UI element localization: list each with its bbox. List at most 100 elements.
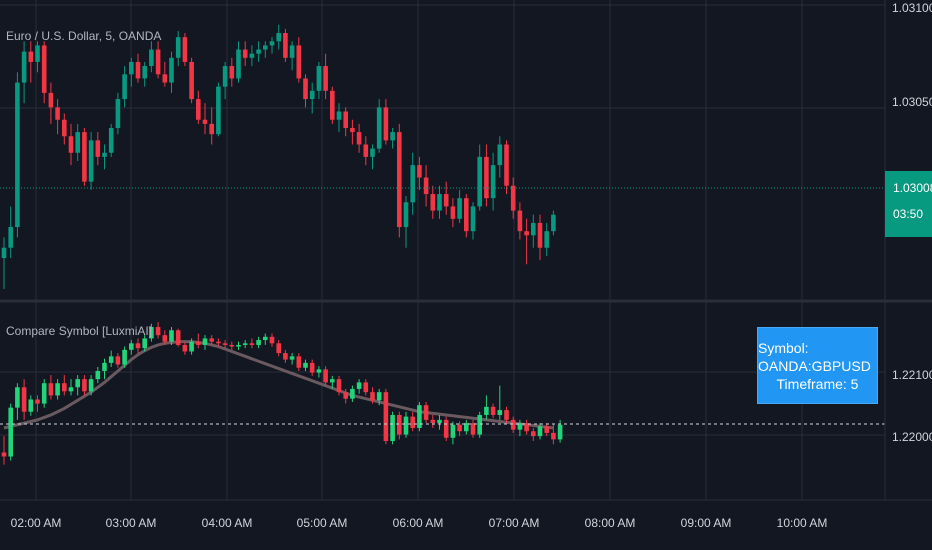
candle-body <box>276 343 281 354</box>
candle-body <box>437 419 442 424</box>
candle-body <box>370 148 375 157</box>
price-badge: 1.03008 03:50 <box>885 171 932 237</box>
candle-body <box>162 74 168 83</box>
candle-body <box>390 414 395 442</box>
candle-body <box>490 406 496 415</box>
candle-body <box>263 336 268 341</box>
candle-body <box>28 399 34 412</box>
candle-body <box>256 49 261 54</box>
candle-body <box>142 338 147 349</box>
timeframe-label: Timeframe: 5 <box>776 375 859 392</box>
candle-body <box>122 74 127 100</box>
candle-body <box>129 61 134 75</box>
main-pane-title[interactable]: Euro / U.S. Dollar, 5, OANDA <box>6 29 161 43</box>
price-axis[interactable]: 1.03100 1.03050 1.22100 1.22000 <box>892 1 932 444</box>
candle-body <box>88 379 94 392</box>
candle-body <box>269 336 275 344</box>
candle-body <box>189 341 194 352</box>
candle-body <box>269 41 275 46</box>
candle-body <box>356 132 362 145</box>
candle-body <box>289 45 295 58</box>
grid <box>0 0 885 500</box>
candle-body <box>28 51 34 62</box>
candle-body <box>457 424 462 432</box>
candle-body <box>175 37 181 58</box>
candle-body <box>15 387 20 408</box>
candle-body <box>510 419 516 430</box>
candle-body <box>256 340 261 345</box>
x-tick-label: 09:00 AM <box>681 516 732 530</box>
candle-body <box>417 165 422 178</box>
candle-body <box>196 99 201 120</box>
symbol-info-box: Symbol: OANDA:GBPUSD Timeframe: 5 <box>757 327 878 404</box>
candle-body <box>504 410 509 420</box>
candle-body <box>216 86 221 135</box>
candle-body <box>464 198 469 232</box>
candle-body <box>383 107 389 141</box>
candle-body <box>95 371 101 380</box>
candle-body <box>417 405 422 428</box>
candle-body <box>457 198 462 219</box>
candle-body <box>551 432 556 440</box>
candle-body <box>35 399 40 404</box>
candle-body <box>229 344 235 347</box>
candle-body <box>202 119 208 124</box>
candle-body <box>430 419 436 424</box>
x-tick-label: 10:00 AM <box>777 516 828 530</box>
candle-body <box>504 144 509 186</box>
candle-body <box>108 356 114 363</box>
candle-body <box>283 33 288 58</box>
candle-body <box>129 343 134 350</box>
candle-body <box>330 90 335 120</box>
candle-body <box>48 92 54 108</box>
candle-body <box>15 82 20 228</box>
candle-body <box>62 383 67 392</box>
candle-body <box>316 66 322 91</box>
candle-body <box>8 227 13 248</box>
candle-body <box>524 231 529 236</box>
x-tick-label: 04:00 AM <box>202 516 253 530</box>
candle-body <box>430 194 436 211</box>
candle-body <box>336 379 342 393</box>
candle-body <box>142 66 147 79</box>
candle-body <box>410 165 415 203</box>
candle-body <box>316 369 322 373</box>
candle-body <box>470 206 476 232</box>
candle-body <box>397 132 402 228</box>
candle-body <box>21 387 27 412</box>
candle-body <box>423 405 429 420</box>
candle-body <box>155 327 161 336</box>
candle-body <box>443 194 449 207</box>
candle-body <box>149 327 154 339</box>
candle-body <box>403 416 409 435</box>
symbol-label: Symbol: OANDA:GBPUSD <box>758 339 871 374</box>
candle-body <box>557 424 563 440</box>
candle-body <box>242 49 248 58</box>
candle-body <box>55 107 60 120</box>
candle-body <box>544 231 549 248</box>
candle-body <box>48 383 54 396</box>
candle-body <box>510 185 516 211</box>
candle-body <box>343 392 348 399</box>
candle-body <box>296 356 302 368</box>
candle-body <box>102 152 107 157</box>
candle-body <box>531 431 536 437</box>
candle-body <box>376 392 382 401</box>
lower-pane-title[interactable]: Compare Symbol [LuxmiAI] <box>6 324 152 338</box>
candle-body <box>330 379 335 383</box>
candle-body <box>323 66 328 91</box>
candle-body <box>490 165 496 199</box>
candle-body <box>68 387 74 392</box>
candle-body <box>283 353 288 360</box>
candle-body <box>303 78 308 100</box>
candle-body <box>182 37 188 62</box>
x-tick-label: 02:00 AM <box>11 516 62 530</box>
moving-average-line <box>3 340 554 430</box>
candle-body <box>115 99 121 128</box>
candle-body <box>229 66 235 79</box>
candle-body <box>370 392 375 401</box>
time-axis[interactable]: 02:00 AM 03:00 AM 04:00 AM 05:00 AM 06:0… <box>11 516 828 530</box>
candle-body <box>1 452 7 457</box>
candle-body <box>477 156 482 207</box>
